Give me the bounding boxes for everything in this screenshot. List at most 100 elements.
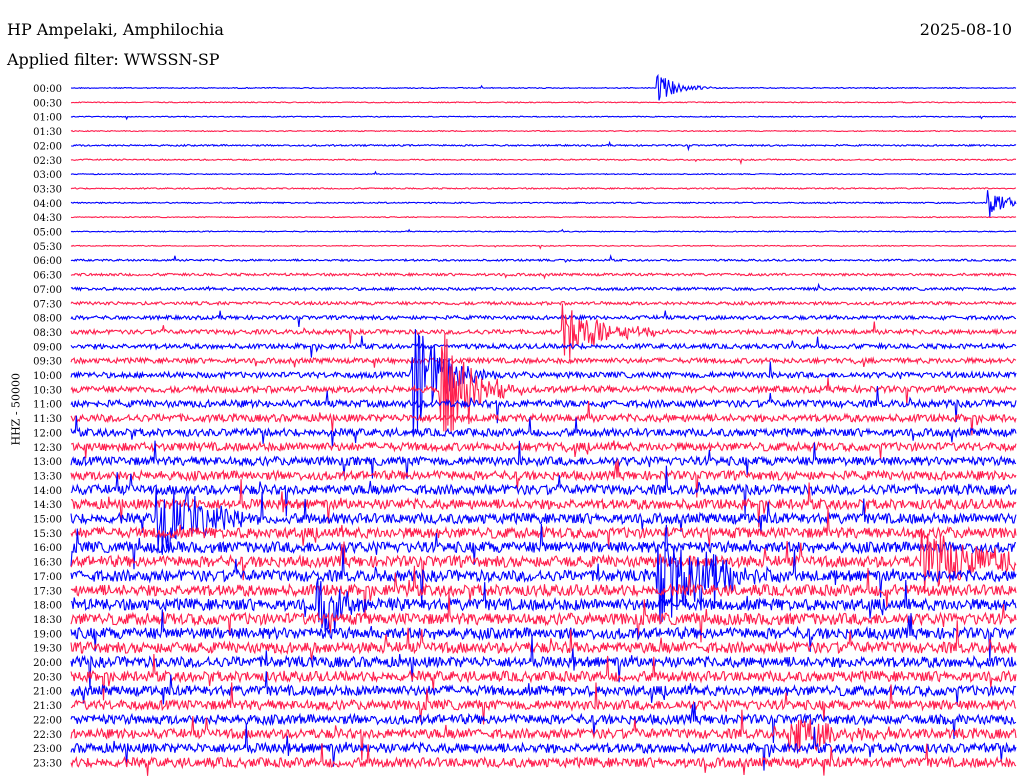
seismic-trace: [70, 244, 1017, 250]
trace-time-label: 13:30: [33, 471, 62, 482]
trace-time-label: 19:30: [33, 644, 62, 655]
seismic-trace: [70, 400, 1017, 436]
trace-time-label: 01:30: [33, 127, 62, 138]
seismic-trace: [70, 609, 1017, 661]
trace-time-label: 10:30: [33, 385, 62, 396]
seismic-trace: [70, 723, 1017, 771]
trace-time-label: 04:30: [33, 213, 62, 224]
seismic-trace: [70, 129, 1017, 133]
seismic-trace: [70, 253, 1017, 263]
trace-time-label: 11:00: [33, 400, 62, 411]
trace-time-label: 02:30: [33, 156, 62, 167]
trace-time-label: 18:30: [33, 615, 62, 626]
trace-time-label: 07:30: [33, 299, 62, 310]
trace-time-label: 17:00: [33, 572, 62, 583]
trace-time-label: 02:00: [33, 141, 62, 152]
seismic-trace: [70, 620, 1017, 662]
seismic-trace: [70, 356, 1017, 368]
seismic-trace: [70, 440, 1017, 479]
trace-time-label: 17:30: [33, 586, 62, 597]
trace-time-label: 01:00: [33, 113, 62, 124]
seismic-trace: [70, 190, 1017, 218]
trace-time-label: 23:30: [33, 758, 62, 769]
seismic-trace: [70, 523, 1017, 570]
trace-time-label: 08:00: [33, 314, 62, 325]
seismic-trace: [70, 415, 1017, 448]
trace-time-label: 00:00: [33, 84, 62, 95]
seismic-trace: [70, 329, 1017, 435]
trace-time-label: 11:30: [33, 414, 62, 425]
seismic-trace: [70, 158, 1017, 166]
trace-time-label: 16:00: [33, 543, 62, 554]
trace-time-label: 09:00: [33, 342, 62, 353]
seismic-trace: [70, 635, 1017, 690]
seismic-trace: [70, 653, 1017, 701]
seismic-trace: [70, 524, 1017, 625]
station-name: HP Ampelaki, Amphilochia: [7, 20, 224, 39]
trace-time-label: 07:00: [33, 285, 62, 296]
seismic-trace: [70, 115, 1017, 121]
seismic-trace: [70, 170, 1017, 176]
seismic-trace: [70, 465, 1017, 517]
seismic-trace: [70, 743, 1017, 776]
trace-time-label: 18:00: [33, 601, 62, 612]
seismic-trace: [70, 479, 1017, 528]
applied-filter: Applied filter: WWSSN-SP: [7, 50, 220, 69]
seismic-trace: [70, 300, 1017, 307]
trace-time-label: 21:30: [33, 701, 62, 712]
trace-time-label: 04:00: [33, 199, 62, 210]
trace-time-label: 15:00: [33, 515, 62, 526]
seismic-trace: [70, 385, 1017, 424]
trace-time-label: 14:00: [33, 486, 62, 497]
trace-time-label: 12:00: [33, 428, 62, 439]
trace-time-label: 22:00: [33, 715, 62, 726]
plot-date: 2025-08-10: [919, 20, 1012, 39]
seismic-trace: [70, 228, 1017, 233]
trace-time-label: 03:30: [33, 184, 62, 195]
seismic-trace: [70, 334, 1017, 434]
seismic-trace: [70, 682, 1017, 725]
seismic-trace: [70, 591, 1017, 643]
trace-time-label: 22:30: [33, 730, 62, 741]
seismic-trace: [70, 335, 1017, 358]
seismic-trace: [71, 140, 1017, 152]
trace-time-label: 23:00: [33, 744, 62, 755]
trace-time-label: 20:30: [33, 672, 62, 683]
seismic-trace: [70, 186, 1017, 190]
trace-time-label: 10:00: [33, 371, 62, 382]
seismic-trace: [70, 488, 1017, 555]
trace-time-label: 12:30: [33, 443, 62, 454]
trace-time-label: 05:00: [33, 228, 62, 239]
trace-time-label: 00:30: [33, 98, 62, 109]
trace-time-label: 06:30: [33, 271, 62, 282]
seismic-trace: [70, 702, 1017, 744]
seismic-trace: [70, 507, 1017, 549]
trace-time-label: 15:30: [33, 529, 62, 540]
trace-time-label: 21:00: [33, 687, 62, 698]
seismic-trace: [70, 310, 1017, 328]
trace-time-label: 20:00: [33, 658, 62, 669]
trace-time-label: 05:30: [33, 242, 62, 253]
trace-time-label: 16:30: [33, 558, 62, 569]
seismic-trace: [71, 101, 1017, 104]
trace-time-label: 06:00: [33, 256, 62, 267]
trace-time-label: 03:00: [33, 170, 62, 181]
seismic-trace: [70, 578, 1017, 633]
seismic-trace: [70, 671, 1017, 706]
trace-time-label: 13:00: [33, 457, 62, 468]
seismic-trace: [70, 459, 1017, 498]
seismic-trace: [70, 709, 1017, 761]
trace-time-label: 14:30: [33, 500, 62, 511]
seismic-trace: [70, 303, 1017, 359]
seismic-trace: [70, 215, 1017, 219]
trace-time-label: 19:00: [33, 629, 62, 640]
seismic-trace: [70, 528, 1017, 591]
trace-time-label: 09:30: [33, 357, 62, 368]
seismic-trace: [71, 73, 1017, 101]
trace-time-label: 08:30: [33, 328, 62, 339]
seismic-trace: [70, 440, 1017, 459]
seismic-trace: [70, 565, 1017, 617]
seismic-trace: [70, 271, 1017, 280]
seismic-trace: [70, 282, 1017, 292]
